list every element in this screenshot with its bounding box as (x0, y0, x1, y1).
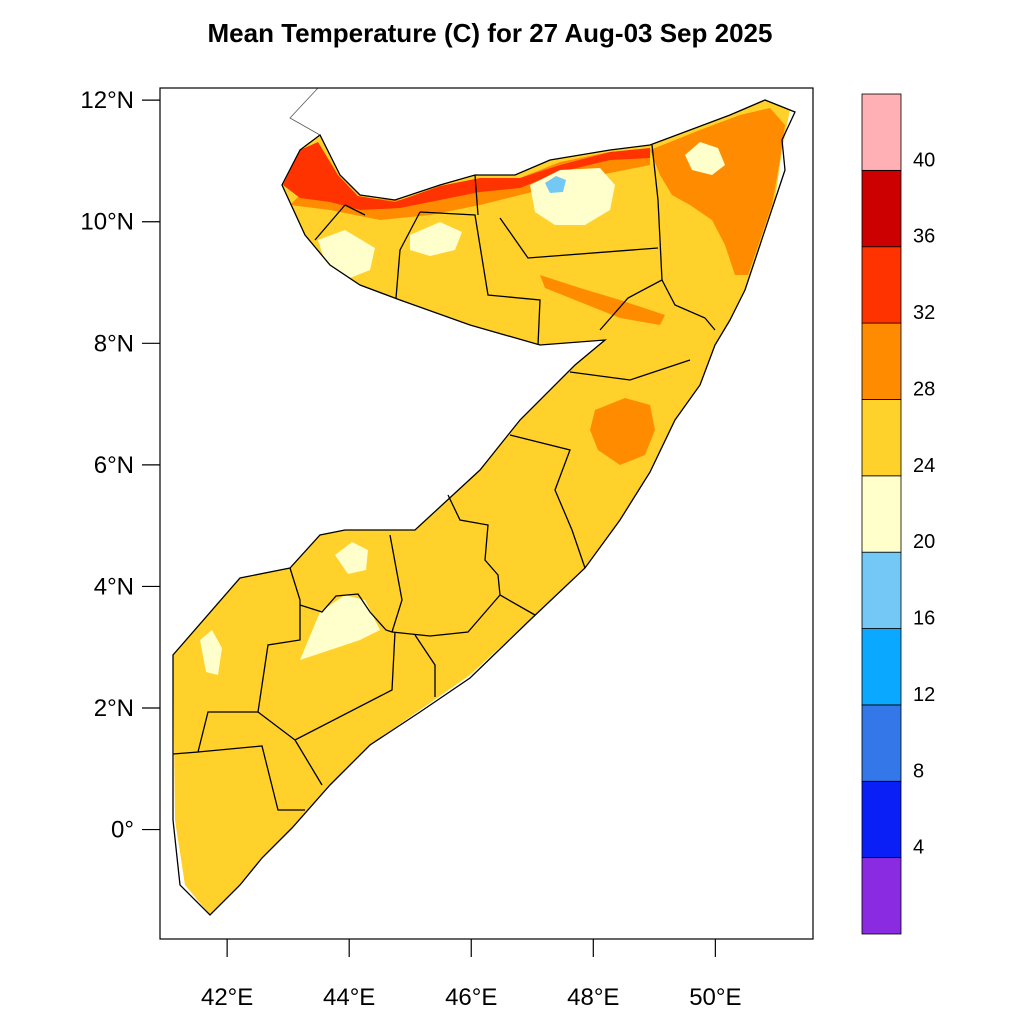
boundary-line (299, 593, 393, 633)
boundary-line (197, 745, 305, 811)
boundary-line (419, 211, 541, 346)
boundary-line (661, 279, 716, 331)
y-tick-label: 4°N (94, 573, 134, 600)
colorbar-label: 28 (913, 378, 935, 400)
colorbar-label: 20 (913, 531, 935, 553)
boundary-line (294, 739, 323, 786)
colorbar-label: 8 (913, 760, 924, 782)
x-tick-label: 46°E (445, 984, 497, 1011)
y-tick-label: 12°N (80, 87, 134, 114)
boundary-line (391, 594, 501, 637)
x-tick-label: 48°E (567, 984, 619, 1011)
region-blue-spot (545, 176, 566, 193)
boundary-line (474, 174, 479, 216)
y-tick-label: 6°N (94, 452, 134, 479)
y-tick-label: 0° (111, 817, 134, 844)
map-title: Mean Temperature (C) for 27 Aug-03 Sep 2… (207, 18, 773, 48)
x-tick-label: 44°E (323, 984, 375, 1011)
colorbar-bin (861, 246, 902, 324)
colorbar-label: 16 (913, 608, 935, 630)
region-red-coast (283, 142, 650, 210)
region-pale-south-1 (335, 542, 368, 574)
region-orange-central (590, 398, 655, 465)
region-pale-south-3 (200, 630, 222, 675)
y-tick-label: 10°N (80, 209, 134, 236)
y-tick-label: 2°N (94, 695, 134, 722)
country-outline (172, 99, 796, 916)
colorbar-bin (861, 628, 902, 706)
colorbar-bin (861, 857, 902, 935)
admin-boundaries (172, 144, 716, 811)
land-base-yellow (173, 100, 790, 915)
region-pale-northeast (685, 142, 725, 175)
region-pale-north-inland (410, 222, 462, 256)
colorbar-label: 40 (913, 149, 935, 171)
region-orange-streak (540, 275, 665, 325)
colorbar: 4 8 12 16 20 24 28 32 36 40 (861, 93, 935, 935)
colorbar-bin (861, 780, 902, 859)
boundary-line (314, 204, 346, 241)
colorbar-label: 36 (913, 226, 935, 248)
region-pale-south-2 (300, 595, 380, 660)
boundary-line (569, 359, 691, 381)
boundary-line (172, 567, 301, 755)
x-axis: 42°E 44°E 46°E 48°E 50°E (201, 939, 742, 1011)
colorbar-label: 24 (913, 455, 935, 477)
colorbar-label: 12 (913, 684, 935, 706)
neighbor-border-line (289, 87, 321, 136)
boundary-line (509, 434, 586, 569)
colorbar-label: 4 (913, 837, 924, 859)
x-tick-label: 42°E (201, 984, 253, 1011)
boundary-line (257, 631, 396, 741)
y-axis: 12°N 10°N 8°N 6°N 4°N 2°N 0° (80, 87, 160, 844)
colorbar-bin (861, 322, 902, 400)
colorbar-bin (861, 169, 902, 248)
boundary-line (414, 634, 436, 697)
temperature-field (173, 100, 790, 915)
colorbar-label: 32 (913, 302, 935, 324)
y-tick-label: 8°N (94, 330, 134, 357)
boundary-line (499, 217, 659, 259)
plot-frame (159, 87, 814, 940)
boundary-line (395, 211, 421, 299)
colorbar-bin (861, 475, 902, 553)
colorbar-bin (861, 399, 902, 477)
boundary-line (389, 534, 403, 633)
x-tick-label: 50°E (689, 984, 741, 1011)
colorbar-bin (861, 704, 902, 782)
region-orange-northeast (650, 108, 785, 275)
colorbar-bin (861, 551, 902, 629)
boundary-line (344, 204, 366, 216)
colorbar-bin (861, 93, 902, 171)
